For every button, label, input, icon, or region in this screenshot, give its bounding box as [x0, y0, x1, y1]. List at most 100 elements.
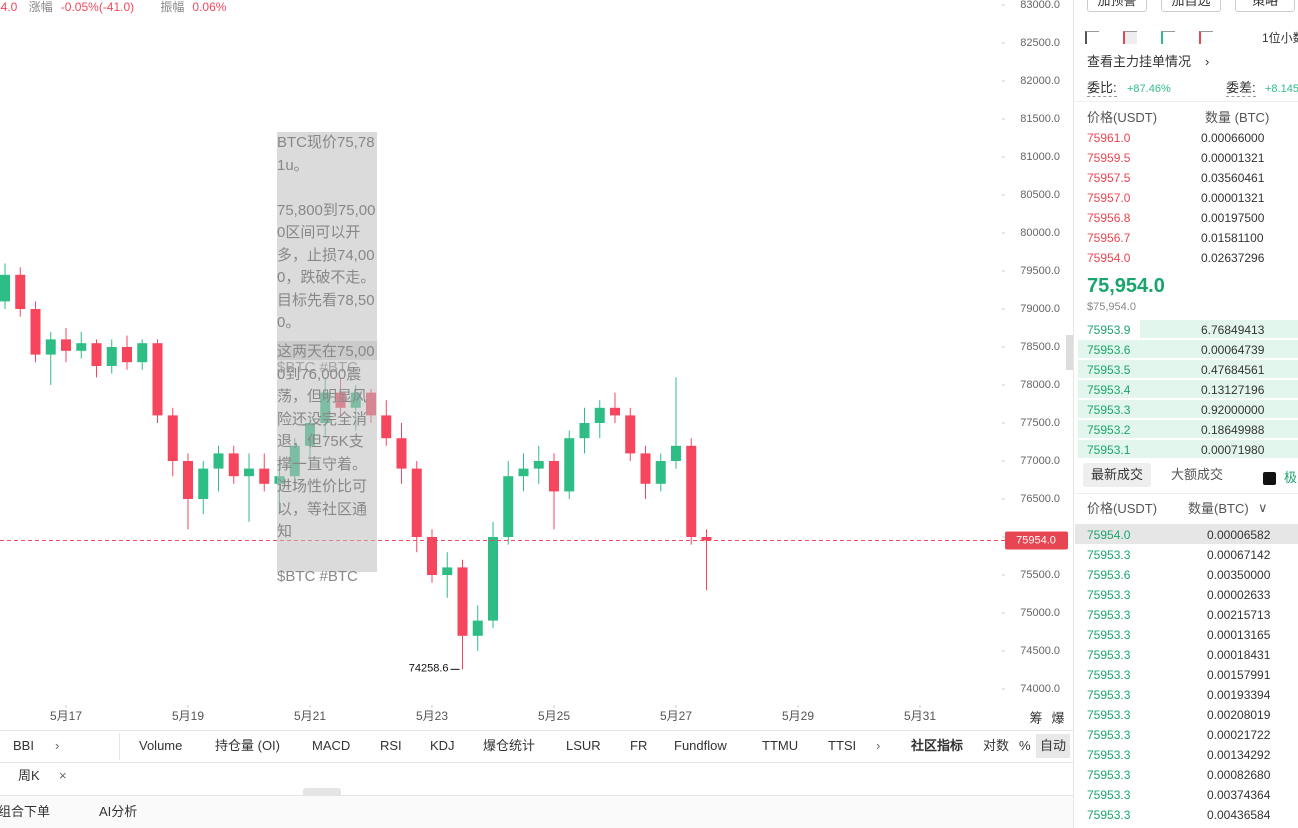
- y-tick-label: 80000.0: [1020, 227, 1060, 239]
- price-tag-label: 75954.0: [1016, 534, 1056, 546]
- ask-price: 75956.7: [1087, 231, 1131, 245]
- trade-price: 75953.3: [1087, 788, 1131, 802]
- stat: 振幅: [160, 0, 185, 14]
- indicator[interactable]: 爆仓统计: [483, 738, 536, 753]
- x-tick-label: 5月21: [294, 709, 326, 723]
- top-button[interactable]: 加自选: [1161, 0, 1221, 12]
- main-orders[interactable]: 查看主力挂单情况: [1087, 54, 1192, 69]
- bid-price: 75953.5: [1087, 363, 1131, 377]
- top-button[interactable]: 策略: [1235, 0, 1295, 12]
- layout-icon[interactable]: [1085, 31, 1099, 44]
- bid-qty: 6.76849413: [1201, 323, 1265, 337]
- bottom-tab[interactable]: 组合下单: [0, 804, 51, 819]
- y-tick-label: 82000.0: [1020, 75, 1060, 87]
- trade-price: 75953.3: [1087, 728, 1131, 742]
- ratio-label: 委比:: [1087, 80, 1117, 97]
- trade-header: 数量(BTC): [1188, 501, 1249, 516]
- trade-qty: 0.00215713: [1207, 608, 1271, 622]
- indicator[interactable]: TTSI: [828, 738, 857, 753]
- diff-label: 委差:: [1226, 80, 1256, 97]
- y-tick-label: 77000.0: [1020, 455, 1060, 467]
- bid-price: 75953.3: [1087, 403, 1131, 417]
- indicator[interactable]: Fundflow: [674, 738, 727, 753]
- ask-qty: 0.03560461: [1201, 171, 1265, 185]
- candle-body: [488, 537, 498, 621]
- indicator[interactable]: KDJ: [430, 738, 455, 753]
- checkbox[interactable]: [1263, 472, 1276, 485]
- trade-tab[interactable]: 最新成交: [1083, 463, 1152, 487]
- y-tick-label: 75000.0: [1020, 607, 1060, 619]
- candle-body: [137, 343, 148, 363]
- candle-body: [549, 461, 559, 492]
- stat: -0.05%(-41.0): [60, 0, 135, 14]
- candle-body: [503, 476, 514, 537]
- panel-border: [1073, 0, 1074, 828]
- indicator[interactable]: 持仓量 (OI): [215, 738, 280, 753]
- indicator[interactable]: 社区指标: [911, 738, 964, 753]
- depth-bar: [1078, 380, 1298, 398]
- bottom-tab[interactable]: AI分析: [99, 804, 138, 819]
- candle-body: [472, 620, 483, 636]
- trade-qty: 0.00013165: [1207, 628, 1271, 642]
- indicator[interactable]: 对数: [983, 738, 1010, 753]
- stat: 54.0: [0, 0, 18, 14]
- price-tag: [1005, 531, 1068, 550]
- x-tick-label: 5月27: [660, 709, 692, 723]
- x-tick-label: 5月29: [782, 709, 814, 723]
- y-tick-label: 75500.0: [1020, 569, 1060, 581]
- ask-price: 75956.8: [1087, 211, 1131, 225]
- candle-body: [625, 415, 636, 454]
- y-tick-label: 78500.0: [1020, 341, 1060, 353]
- y-tick-label: 77500.0: [1020, 417, 1060, 429]
- precision[interactable]: 1位小数: [1262, 31, 1298, 45]
- indicator[interactable]: FR: [630, 738, 648, 753]
- low-label: 74258.6: [409, 662, 449, 674]
- last-price-usd: $75,954.0: [1087, 301, 1136, 313]
- candle-body: [244, 468, 254, 477]
- y-tick-label: 78000.0: [1020, 379, 1060, 391]
- trade-qty: 0.00021722: [1207, 728, 1271, 742]
- indicator[interactable]: TTMU: [762, 738, 799, 753]
- candle-body: [198, 468, 209, 499]
- separator: [119, 733, 120, 760]
- indicator[interactable]: %: [1019, 738, 1031, 753]
- period-tab[interactable]: 周K: [18, 768, 40, 783]
- indicator[interactable]: Volume: [139, 738, 183, 753]
- depth-bar: [1140, 320, 1298, 338]
- book-header: 价格(USDT): [1087, 110, 1158, 125]
- row-highlight: [1075, 524, 1298, 544]
- indicator[interactable]: 自动: [1036, 734, 1071, 758]
- layout-icon[interactable]: [1123, 31, 1137, 44]
- candle-body: [655, 461, 666, 484]
- candle-body: [594, 407, 605, 423]
- indicator[interactable]: BBI: [13, 738, 34, 753]
- layout-icon[interactable]: [1161, 31, 1175, 44]
- trade-qty: 0.00006582: [1207, 528, 1271, 542]
- ask-qty: 0.00001321: [1201, 191, 1265, 205]
- trade-price: 75953.3: [1087, 608, 1131, 622]
- depth-bar: [1078, 340, 1298, 358]
- indicator[interactable]: LSUR: [566, 738, 601, 753]
- candle-body: [228, 453, 239, 477]
- close-icon[interactable]: ×: [59, 768, 67, 783]
- candle-body: [61, 339, 71, 351]
- divider: [1075, 101, 1298, 102]
- chevron: ›: [55, 738, 60, 753]
- ask-price: 75959.5: [1087, 151, 1131, 165]
- candle-body: [686, 445, 697, 537]
- candle-body: [427, 537, 437, 575]
- indicator[interactable]: MACD: [312, 738, 351, 753]
- divider: [0, 730, 1073, 731]
- bid-price: 75953.2: [1087, 423, 1131, 437]
- bottom-bar: [0, 795, 1073, 828]
- candle-body: [30, 309, 41, 355]
- layout-icon[interactable]: [1199, 31, 1213, 44]
- trade-qty: 0.00067142: [1207, 548, 1271, 562]
- trade-tab[interactable]: 大额成交: [1171, 467, 1224, 482]
- candle-body: [183, 461, 193, 499]
- top-button[interactable]: 加预警: [1087, 0, 1147, 12]
- candle-body: [45, 339, 56, 355]
- bid-price: 75953.1: [1087, 443, 1131, 457]
- indicator[interactable]: RSI: [380, 738, 402, 753]
